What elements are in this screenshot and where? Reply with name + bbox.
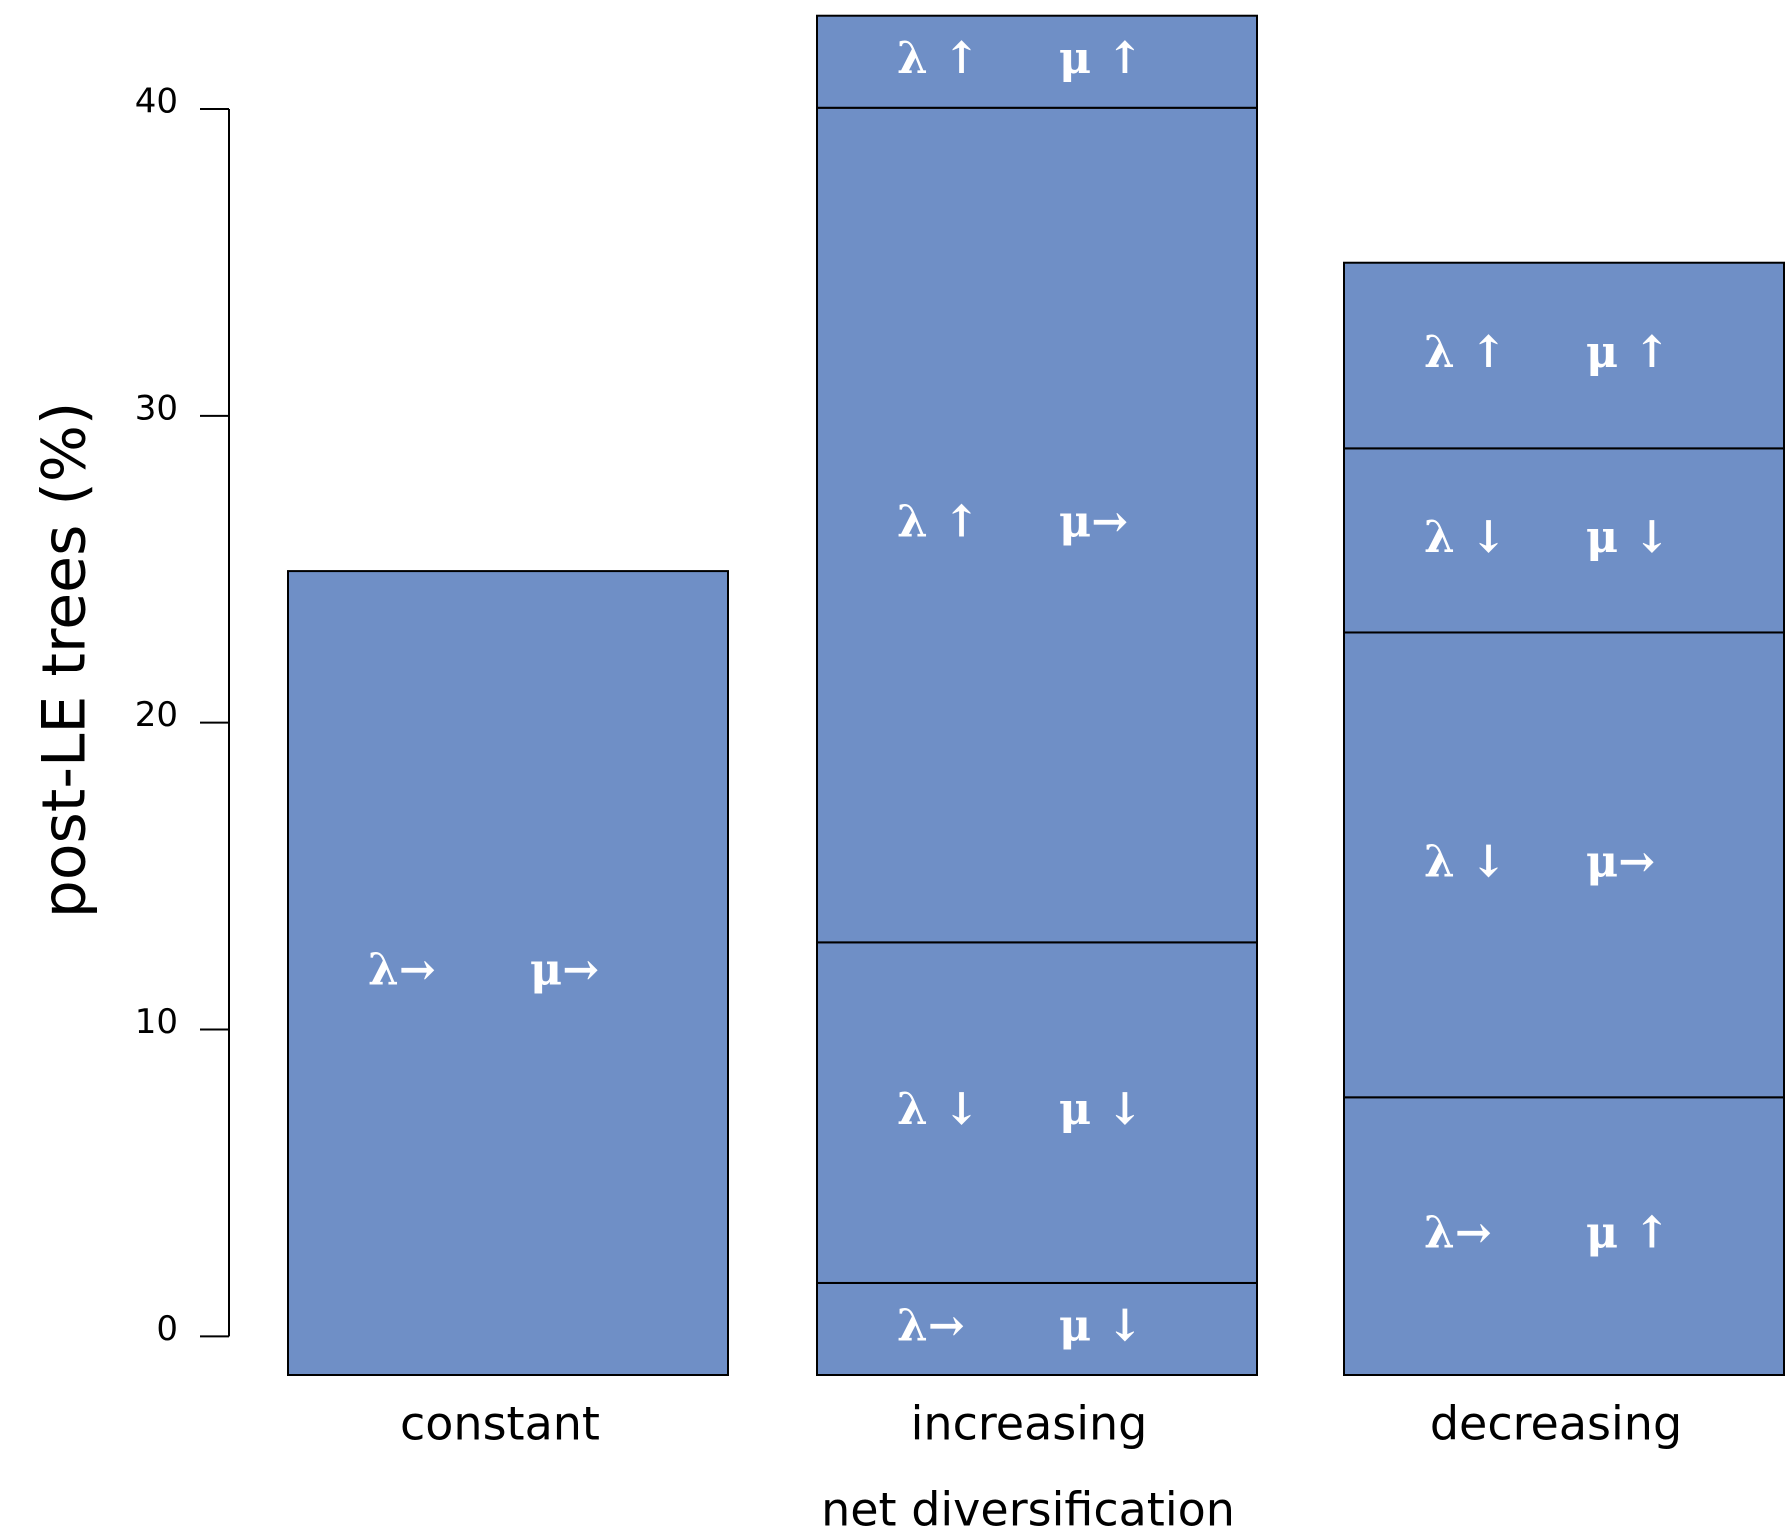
segment-label: μ→ bbox=[530, 945, 599, 996]
x-tick-label: increasing bbox=[911, 1397, 1148, 1451]
bar-segment bbox=[1343, 1096, 1785, 1376]
x-tick-label: decreasing bbox=[1430, 1397, 1682, 1451]
bar-segment bbox=[287, 570, 729, 1376]
bar-segment bbox=[1343, 447, 1785, 634]
segment-label: λ ↑ bbox=[897, 497, 980, 548]
segment-label: λ→ bbox=[1424, 1208, 1492, 1259]
segment-label: λ ↓ bbox=[1424, 512, 1507, 563]
segment-label: μ ↑ bbox=[1586, 1208, 1670, 1259]
segment-label: μ→ bbox=[1059, 497, 1128, 548]
y-tick-label: 40 bbox=[135, 81, 178, 121]
y-tick-label: 10 bbox=[135, 1002, 178, 1042]
y-axis-label: post-LE trees (%) bbox=[30, 402, 100, 919]
bar-segment bbox=[816, 941, 1258, 1284]
segment-label: μ→ bbox=[1586, 836, 1655, 887]
y-tick-label: 20 bbox=[135, 695, 178, 735]
y-tick-label: 30 bbox=[135, 388, 178, 428]
segment-label: λ ↑ bbox=[1424, 327, 1507, 378]
segment-label: λ→ bbox=[897, 1300, 965, 1351]
segment-label: μ ↑ bbox=[1059, 33, 1143, 84]
bar-segment bbox=[1343, 261, 1785, 450]
segment-label: μ ↑ bbox=[1586, 327, 1670, 378]
bar-segment bbox=[816, 14, 1258, 109]
x-tick-label: constant bbox=[400, 1397, 600, 1451]
segment-label: λ ↓ bbox=[897, 1084, 980, 1135]
bar-segment bbox=[1343, 631, 1785, 1099]
segment-label: μ ↓ bbox=[1059, 1300, 1143, 1351]
y-tick-label: 0 bbox=[156, 1309, 178, 1349]
bar-segment bbox=[816, 106, 1258, 944]
segment-label: λ→ bbox=[368, 945, 436, 996]
segment-label: λ ↓ bbox=[1424, 836, 1507, 887]
segment-label: μ ↓ bbox=[1586, 512, 1670, 563]
segment-label: λ ↑ bbox=[897, 33, 980, 84]
x-axis-label: net diversification bbox=[821, 1483, 1235, 1537]
bar-segment bbox=[816, 1281, 1258, 1376]
segment-label: μ ↓ bbox=[1059, 1084, 1143, 1135]
